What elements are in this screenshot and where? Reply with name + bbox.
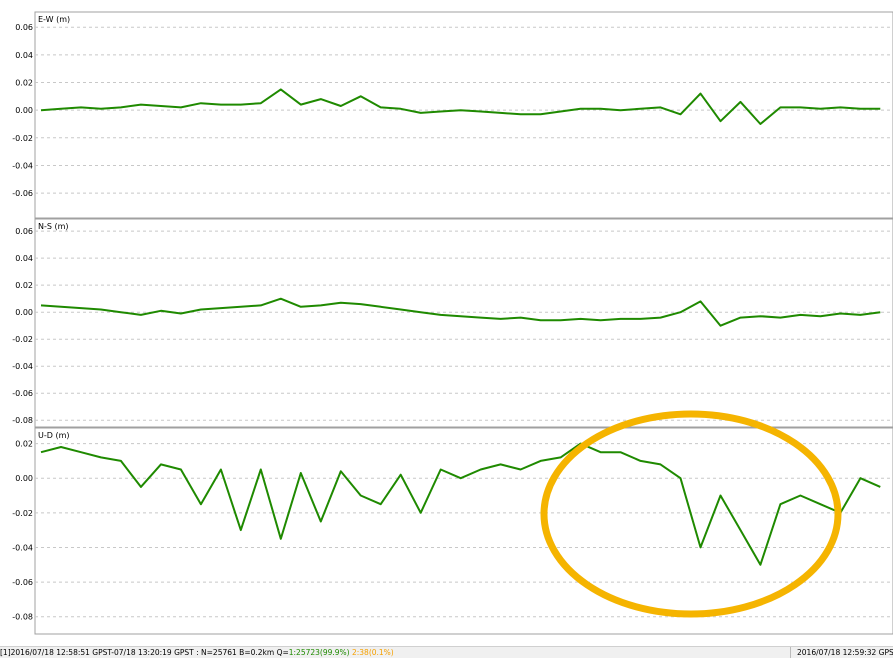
y-tick-label: -0.04 [12, 161, 33, 170]
y-tick-label: 0.02 [15, 281, 33, 290]
panel-label: N-S (m) [38, 222, 69, 231]
y-tick-label: -0.06 [12, 389, 33, 398]
y-tick-label: -0.08 [12, 613, 33, 622]
y-tick-label: -0.06 [12, 578, 33, 587]
y-tick-label: -0.08 [12, 416, 33, 425]
status-left: [1]2016/07/18 12:58:51 GPST-07/18 13:20:… [0, 648, 289, 657]
y-tick-label: 0.02 [15, 440, 33, 449]
y-tick-label: 0.06 [15, 23, 33, 32]
panel-frame [34, 427, 893, 635]
y-tick-label: -0.02 [12, 335, 33, 344]
status-q2: 2:38(0.1%) [351, 648, 394, 657]
y-tick-label: 0.06 [15, 227, 33, 236]
y-tick-label: -0.06 [12, 189, 33, 198]
status-bar: [1]2016/07/18 12:58:51 GPST-07/18 13:20:… [0, 646, 893, 658]
y-tick-label: 0.04 [15, 254, 33, 263]
panel-label: E-W (m) [38, 15, 70, 24]
panel-frame [34, 11, 893, 219]
panel-frame [34, 218, 893, 428]
y-tick-label: 0.00 [15, 308, 33, 317]
status-right: 2016/07/18 12:59:32 GPS [790, 647, 893, 658]
panel-label: U-D (m) [38, 431, 69, 440]
y-tick-label: -0.04 [12, 362, 33, 371]
y-tick-label: 0.00 [15, 106, 33, 115]
y-tick-label: 0.04 [15, 51, 33, 60]
y-tick-label: -0.02 [12, 134, 33, 143]
series-line [40, 297, 881, 327]
status-q1: 1:25723(99.9%) [288, 648, 350, 657]
y-tick-label: -0.04 [12, 543, 33, 552]
highlight-ellipse [540, 410, 842, 618]
y-tick-label: 0.00 [15, 474, 33, 483]
y-tick-label: -0.02 [12, 509, 33, 518]
series-line [40, 88, 881, 125]
series-line [40, 442, 881, 566]
y-tick-label: 0.02 [15, 79, 33, 88]
